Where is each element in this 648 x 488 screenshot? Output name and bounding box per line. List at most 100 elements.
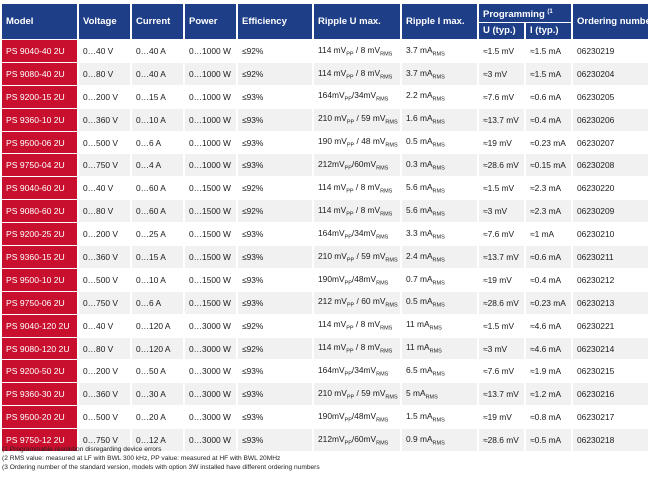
cell-current: 0…15 A	[132, 84, 183, 108]
cell-power: 0…1500 W	[185, 290, 236, 314]
cell-power: 0…3000 W	[185, 428, 236, 452]
cell-model: PS 9080-60 2U	[2, 199, 77, 223]
header-programming-label: Programming	[483, 9, 545, 21]
cell-current: 0…40 A	[132, 61, 183, 85]
cell-ripple-u: 212 mVPP / 60 mVRMS	[314, 290, 400, 314]
cell-voltage: 0…500 V	[79, 267, 130, 291]
ripple-u-rms: / 8 mV	[353, 319, 381, 330]
cell-ordering: 06230210	[573, 222, 648, 246]
header-voltage: Voltage	[79, 4, 130, 39]
ripple-u-rms-sub: RMS	[380, 188, 393, 195]
ripple-u-rms-sub: RMS	[385, 142, 398, 149]
cell-efficiency: ≤93%	[238, 382, 312, 406]
cell-current: 0…40 A	[132, 39, 183, 62]
cell-power: 0…1000 W	[185, 61, 236, 85]
ripple-u-pp-sub: PP	[346, 142, 355, 149]
ripple-i-value: 0.7 mA	[406, 273, 433, 284]
cell-efficiency: ≤93%	[238, 222, 312, 246]
cell-ordering: 06230204	[573, 61, 648, 85]
cell-prog-i: ≈2.3 mA	[526, 176, 571, 200]
cell-ripple-u: 210 mVPP / 59 mVRMS	[314, 107, 400, 131]
ripple-i-sub: RMS	[432, 51, 445, 58]
cell-prog-u: ≈3 mV	[479, 199, 524, 223]
ripple-i-sub: RMS	[432, 97, 445, 104]
ripple-i-sub: RMS	[432, 417, 445, 424]
ripple-u-pp: 114 mV	[318, 342, 347, 353]
footnote-3: (3 Ordering number of the standard versi…	[2, 464, 320, 471]
cell-model: PS 9080-120 2U	[2, 336, 77, 360]
ripple-u-rms: / 59 mV	[354, 113, 386, 124]
cell-model: PS 9500-10 2U	[2, 267, 77, 291]
footnote-1: (1 Programmable resolution disregarding …	[2, 446, 162, 453]
cell-prog-i: ≈0.23 mA	[526, 290, 571, 314]
ripple-i-sub: RMS	[432, 74, 445, 81]
ripple-i-value: 3.7 mA	[406, 44, 433, 55]
ripple-i-sub: RMS	[429, 348, 442, 355]
cell-prog-u: ≈13.7 mV	[479, 382, 524, 406]
cell-prog-i: ≈4.6 mA	[526, 336, 571, 360]
cell-ripple-u: 164mVPP/34mVRMS	[314, 222, 400, 246]
header-programming: Programming (1	[479, 4, 571, 22]
cell-ordering: 06230217	[573, 405, 648, 429]
cell-ripple-i: 5.6 mARMS	[402, 176, 477, 200]
table-row: PS 9040-60 2U 0…40 V 0…60 A 0…1500 W ≤92% 114…	[2, 176, 648, 200]
cell-current: 0…120 A	[132, 336, 183, 360]
table-row: PS 9750-12 2U 0…750 V 0…12 A 0…3000 W ≤93% 21…	[2, 428, 648, 452]
cell-efficiency: ≤93%	[238, 153, 312, 177]
ripple-u-rms: / 8 mV	[353, 204, 381, 215]
cell-ripple-i: 0.5 mARMS	[402, 130, 477, 154]
cell-ordering: 06230220	[573, 176, 648, 200]
ripple-i-sub: RMS	[432, 142, 445, 149]
cell-prog-i: ≈0.4 mA	[526, 107, 571, 131]
cell-ripple-i: 0.3 mARMS	[402, 153, 477, 177]
cell-power: 0…1000 W	[185, 39, 236, 62]
cell-ripple-u: 114 mVPP / 8 mVRMS	[314, 61, 400, 85]
ripple-u-rms: / 59 mV	[354, 387, 386, 398]
ripple-u-rms: /34mV	[351, 227, 377, 238]
cell-model: PS 9040-40 2U	[2, 39, 77, 62]
table-row: PS 9080-120 2U 0…80 V 0…120 A 0…3000 W ≤92% 1…	[2, 336, 648, 360]
cell-power: 0…3000 W	[185, 382, 236, 406]
cell-ordering: 06230212	[573, 267, 648, 291]
cell-model: PS 9200-15 2U	[2, 84, 77, 108]
ripple-u-rms: /60mV	[351, 433, 377, 444]
cell-prog-i: ≈1.5 mA	[526, 39, 571, 62]
cell-prog-u: ≈19 mV	[479, 267, 524, 291]
ripple-i-value: 0.3 mA	[406, 159, 433, 170]
cell-prog-i: ≈0.6 mA	[526, 245, 571, 268]
ripple-i-value: 0.5 mA	[406, 296, 433, 307]
cell-model: PS 9750-04 2U	[2, 153, 77, 177]
cell-efficiency: ≤93%	[238, 428, 312, 452]
ripple-u-rms-sub: RMS	[380, 51, 393, 58]
ripple-u-pp-sub: PP	[346, 257, 355, 264]
cell-ripple-u: 164mVPP/34mVRMS	[314, 84, 400, 108]
ripple-u-pp-sub: PP	[344, 165, 352, 172]
ripple-u-pp: 114 mV	[318, 181, 347, 192]
ripple-u-pp: 190mV	[318, 273, 345, 284]
ripple-u-pp-sub: PP	[346, 188, 354, 195]
cell-efficiency: ≤93%	[238, 405, 312, 429]
ripple-u-pp-sub: PP	[346, 303, 355, 310]
ripple-u-rms-sub: RMS	[385, 394, 398, 401]
cell-efficiency: ≤93%	[238, 84, 312, 108]
cell-model: PS 9200-50 2U	[2, 359, 77, 383]
cell-ripple-i: 1.5 mARMS	[402, 405, 477, 429]
table-row: PS 9080-60 2U 0…80 V 0…60 A 0…1500 W ≤92% 114…	[2, 199, 648, 223]
cell-voltage: 0…500 V	[79, 130, 130, 154]
ripple-u-pp: 114 mV	[318, 44, 347, 55]
cell-ripple-i: 0.9 mARMS	[402, 428, 477, 452]
ripple-u-pp: 212mV	[318, 159, 345, 170]
cell-prog-u: ≈28.6 mV	[479, 153, 524, 177]
cell-power: 0…1500 W	[185, 245, 236, 268]
ripple-i-value: 5 mA	[406, 387, 426, 398]
cell-current: 0…6 A	[132, 130, 183, 154]
cell-current: 0…10 A	[132, 107, 183, 131]
cell-ripple-i: 0.5 mARMS	[402, 290, 477, 314]
cell-current: 0…30 A	[132, 382, 183, 406]
ripple-i-sub: RMS	[432, 188, 445, 195]
ripple-u-pp: 212 mV	[318, 296, 347, 307]
cell-power: 0…1000 W	[185, 130, 236, 154]
ripple-u-rms: /48mV	[351, 410, 377, 421]
ripple-u-pp: 114 mV	[318, 319, 347, 330]
cell-ripple-i: 3.3 mARMS	[402, 222, 477, 246]
